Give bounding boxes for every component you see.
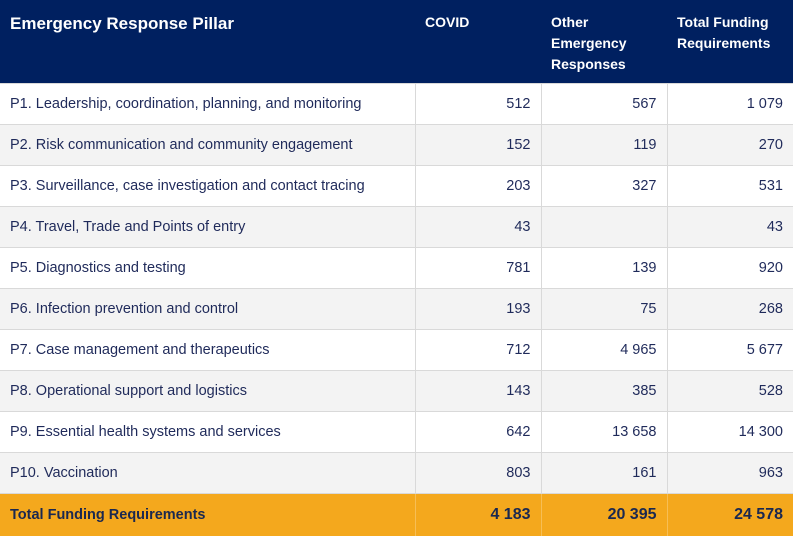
covid-cell: 203 — [414, 164, 542, 207]
total-cell: 43 — [666, 205, 793, 248]
pillar-cell: P1. Leadership, coordination, planning, … — [0, 82, 416, 125]
table-row: P4. Travel, Trade and Points of entry 43 4… — [0, 205, 793, 248]
pillar-cell: P10. Vaccination — [0, 451, 416, 494]
total-cell: 963 — [666, 451, 793, 494]
covid-cell: 712 — [414, 328, 542, 371]
other-cell: 13 658 — [540, 410, 668, 453]
other-cell: 327 — [540, 164, 668, 207]
other-cell: 75 — [540, 287, 668, 330]
total-cell: 270 — [666, 123, 793, 166]
table-row: P3. Surveillance, case investigation and… — [0, 164, 793, 207]
table-row: P1. Leadership, coordination, planning, … — [0, 82, 793, 125]
header-covid: COVID — [415, 0, 541, 83]
table-row: P8. Operational support and logistics 143… — [0, 369, 793, 412]
total-cell: 920 — [666, 246, 793, 289]
pillar-cell: P8. Operational support and logistics — [0, 369, 416, 412]
pillar-cell: P4. Travel, Trade and Points of entry — [0, 205, 416, 248]
pillar-cell: P5. Diagnostics and testing — [0, 246, 416, 289]
header-row: Emergency Response Pillar COVID Other Em… — [0, 0, 793, 83]
table-row: P2. Risk communication and community eng… — [0, 123, 793, 166]
total-row: Total Funding Requirements 4 183 20 395 … — [0, 493, 793, 536]
total-cell: 14 300 — [666, 410, 793, 453]
table-row: P7. Case management and therapeutics 712 4… — [0, 328, 793, 371]
covid-cell: 193 — [414, 287, 542, 330]
other-cell: 567 — [540, 82, 668, 125]
other-cell — [540, 205, 668, 248]
other-cell: 139 — [540, 246, 668, 289]
total-total: 24 578 — [666, 493, 793, 536]
header-other: Other Emergency Responses — [541, 0, 667, 83]
other-cell: 4 965 — [540, 328, 668, 371]
pillar-cell: P3. Surveillance, case investigation and… — [0, 164, 416, 207]
covid-cell: 512 — [414, 82, 542, 125]
pillar-cell: P7. Case management and therapeutics — [0, 328, 416, 371]
total-cell: 5 677 — [666, 328, 793, 371]
table-row: P5. Diagnostics and testing 781 139 920 — [0, 246, 793, 289]
other-cell: 385 — [540, 369, 668, 412]
covid-cell: 143 — [414, 369, 542, 412]
covid-cell: 642 — [414, 410, 542, 453]
total-cell: 1 079 — [666, 82, 793, 125]
table-row: P9. Essential health systems and service… — [0, 410, 793, 453]
total-covid: 4 183 — [414, 493, 541, 536]
header-total: Total Funding Requirements — [667, 0, 793, 83]
table-row: P10. Vaccination 803 161 963 — [0, 451, 793, 494]
total-cell: 268 — [666, 287, 793, 330]
pillar-cell: P6. Infection prevention and control — [0, 287, 416, 330]
total-cell: 528 — [666, 369, 793, 412]
other-cell: 119 — [540, 123, 668, 166]
covid-cell: 152 — [414, 123, 542, 166]
covid-cell: 803 — [414, 451, 542, 494]
total-label: Total Funding Requirements — [0, 493, 415, 536]
pillar-cell: P9. Essential health systems and service… — [0, 410, 416, 453]
header-pillar: Emergency Response Pillar — [0, 0, 415, 83]
total-cell: 531 — [666, 164, 793, 207]
pillar-cell: P2. Risk communication and community eng… — [0, 123, 416, 166]
total-other: 20 395 — [540, 493, 667, 536]
table-row: P6. Infection prevention and control 193 7… — [0, 287, 793, 330]
other-cell: 161 — [540, 451, 668, 494]
covid-cell: 781 — [414, 246, 542, 289]
covid-cell: 43 — [414, 205, 542, 248]
